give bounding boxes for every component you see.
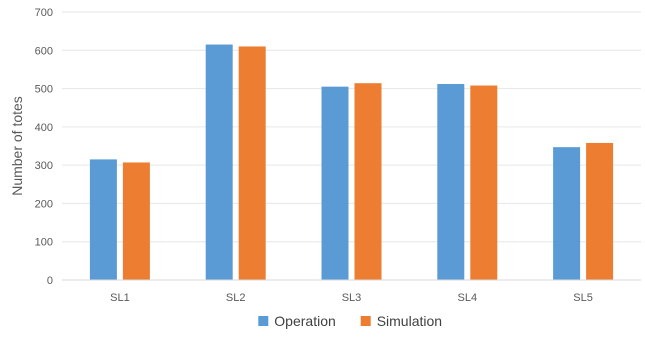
bar-operation-sl4: [437, 83, 465, 280]
legend-label-operation: Operation: [274, 313, 335, 329]
y-tick-label: 300: [35, 160, 53, 172]
y-axis-title: Number of totes: [9, 96, 25, 196]
x-tick-label: SL2: [226, 292, 246, 304]
y-tick-label: 0: [47, 275, 53, 287]
bars: [89, 44, 614, 281]
y-tick-label: 400: [35, 122, 53, 134]
y-tick-label: 200: [35, 198, 53, 210]
y-tick-label: 500: [35, 84, 53, 96]
bar-simulation-sl4: [470, 85, 498, 280]
legend: Operation Simulation: [258, 313, 442, 329]
bar-simulation-sl2: [238, 46, 266, 281]
x-tick-label: SL5: [573, 292, 593, 304]
x-tick-label: SL3: [342, 292, 362, 304]
bar-operation-sl2: [205, 44, 233, 280]
x-axis-ticks: SL1 SL2 SL3 SL4 SL5: [110, 292, 593, 304]
y-axis-ticks: 0 100 200 300 400 500 600 700: [35, 7, 53, 287]
bar-simulation-sl5: [586, 142, 614, 280]
y-tick-label: 100: [35, 237, 53, 249]
legend-label-simulation: Simulation: [377, 313, 442, 329]
legend-swatch-simulation: [360, 316, 371, 326]
x-tick-label: SL4: [458, 292, 478, 304]
y-tick-label: 700: [35, 7, 53, 19]
bar-simulation-sl3: [354, 83, 382, 280]
y-tick-label: 600: [35, 45, 53, 57]
x-tick-label: SL1: [110, 292, 130, 304]
bar-operation-sl5: [553, 147, 581, 280]
bar-operation-sl3: [321, 86, 349, 281]
legend-swatch-operation: [258, 316, 269, 326]
bar-simulation-sl1: [122, 162, 150, 280]
gridlines: [62, 11, 641, 243]
bar-operation-sl1: [89, 159, 117, 280]
